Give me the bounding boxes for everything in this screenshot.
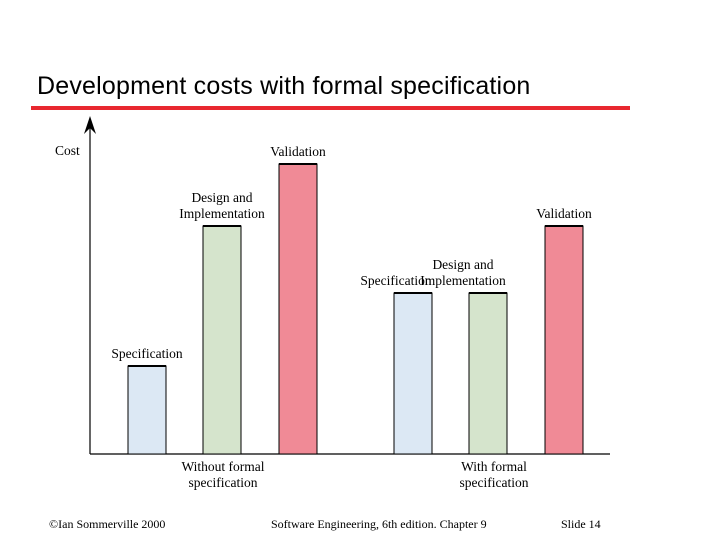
group-label: Without formal	[181, 459, 264, 474]
bar-g2-3	[544, 225, 584, 455]
bar-g2-2	[468, 292, 508, 455]
group-label: specification	[189, 475, 258, 490]
slide-title: Development costs with formal specificat…	[37, 72, 531, 100]
bar-g2-1	[393, 292, 433, 455]
bar-label: Implementation	[179, 206, 265, 221]
y-axis-label: Cost	[55, 143, 80, 158]
bar-label: Implementation	[420, 273, 506, 288]
footer-slide-number: Slide 14	[561, 517, 601, 531]
bar-label: Specification	[111, 346, 182, 361]
bar-label: Validation	[270, 144, 326, 159]
title-rule	[31, 106, 630, 110]
bar-g1-1	[127, 365, 167, 455]
footer-book-title: Software Engineering, 6th edition. Chapt…	[271, 517, 487, 531]
bar-label: Specification	[360, 273, 431, 288]
bar-label: Design and	[191, 190, 252, 205]
bar-label: Design and	[432, 257, 493, 272]
footer-copyright: ©Ian Sommerville 2000	[49, 517, 166, 531]
bar-g1-2	[202, 225, 242, 455]
bar-label: Validation	[536, 206, 592, 221]
y-axis-arrow	[84, 116, 96, 134]
chart-axes: Cost	[55, 116, 610, 455]
bar-g1-3	[278, 163, 318, 455]
group-label: With formal	[461, 459, 527, 474]
group-label: specification	[460, 475, 529, 490]
